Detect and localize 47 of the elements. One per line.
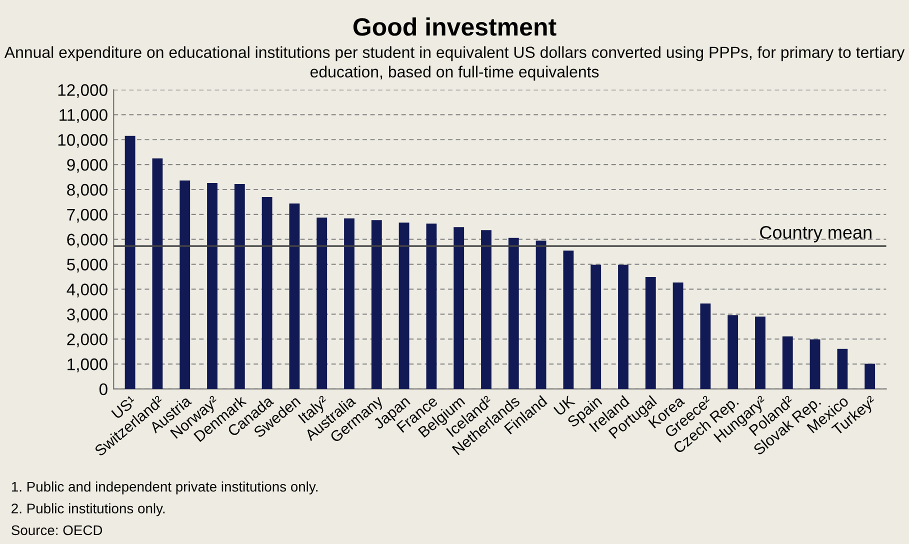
bar: [837, 348, 848, 389]
y-tick-label: 10,000: [58, 134, 108, 148]
ref-line-label: Country mean: [760, 226, 872, 242]
y-tick-label: 2,000: [67, 333, 108, 348]
bar: [590, 264, 602, 389]
bar: [618, 264, 628, 389]
bar: [864, 364, 876, 389]
bar: [672, 282, 684, 389]
bar: [563, 250, 574, 389]
bar: [316, 218, 328, 389]
y-tick-label: 11,000: [60, 109, 108, 123]
y-tick-label: 5,000: [67, 258, 108, 272]
bar: [152, 158, 163, 389]
y-tick-label: 8,000: [67, 184, 108, 198]
bar: [124, 136, 136, 389]
y-tick-label: 9,000: [67, 158, 108, 173]
text: 2. Public institutions only.: [12, 503, 165, 516]
bar: [289, 203, 300, 389]
bar: [371, 220, 382, 389]
text: 1. Public and independent private institutions only.: [12, 481, 318, 494]
bar: [755, 316, 766, 389]
bar: [481, 230, 492, 389]
bar: [398, 222, 410, 389]
bar: [536, 240, 546, 389]
bar: [262, 196, 272, 389]
chart-subtitle: Annual expenditure on educational institutions per student in equivalent US dollars converted using PPPs, for primary to tertiary education, based on full-time equivalents: [4, 46, 905, 81]
bar: [207, 183, 218, 389]
y-tick-label: 0: [99, 383, 108, 396]
bar: [700, 303, 711, 389]
y-tick-label: 3,000: [67, 308, 108, 322]
y-tick-label: 6,000: [67, 234, 108, 248]
bar: [180, 180, 190, 389]
y-tick-label: 4,000: [66, 284, 108, 298]
bar: [810, 339, 820, 389]
chart-title: Good investment: [353, 17, 556, 36]
y-tick-label: 12,000: [58, 84, 108, 98]
bar: [234, 184, 245, 389]
bar: [454, 227, 464, 389]
y-tick-label: 7,000: [67, 208, 108, 223]
bar: [645, 277, 656, 389]
source-note: Source: OECD: [12, 525, 102, 536]
bar: [728, 315, 738, 389]
bar: [782, 336, 793, 389]
bar: [344, 218, 354, 389]
bar: [508, 238, 519, 389]
y-tick-label: 1,000: [68, 358, 108, 372]
bar: [426, 224, 437, 389]
